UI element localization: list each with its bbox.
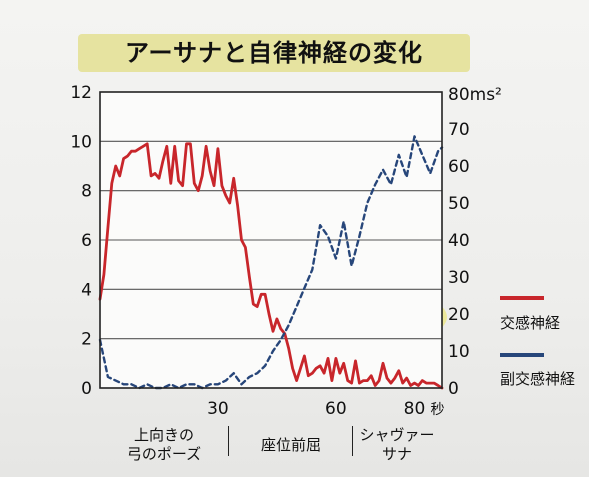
- y-right-tick-label: 30: [448, 268, 470, 288]
- x-tick-label: 60: [325, 399, 347, 419]
- phase-separator: [352, 426, 353, 456]
- y-left-tick-label: 6: [81, 231, 92, 251]
- y-left-tick-label: 2: [81, 330, 92, 350]
- legend-sympathetic-label: 交感神経: [500, 314, 561, 332]
- legend-parasympathetic-line: [500, 353, 544, 357]
- y-right-tick-label: 60: [448, 157, 470, 177]
- phase-label-line: サナ: [381, 445, 412, 463]
- phase-label-line: 座位前屈: [260, 436, 321, 454]
- title-background: [78, 34, 470, 72]
- y-left-tick-label: 10: [70, 132, 92, 152]
- legend-sympathetic-line: [500, 296, 544, 300]
- y-left-tick-label: 8: [81, 182, 92, 202]
- y-left-tick-label: 0: [81, 379, 92, 399]
- y-right-tick-label: 50: [448, 194, 470, 214]
- phase-label-upward-bow: 上向きの 弓のポーズ: [108, 426, 220, 464]
- y-left-tick-label: 12: [70, 83, 92, 103]
- y-right-tick-label: 40: [448, 231, 470, 251]
- phase-label-shavasana: シャヴァー サナ: [352, 426, 442, 464]
- phase-label-line: 上向きの: [133, 426, 194, 444]
- x-unit-label: 秒: [430, 402, 444, 418]
- phase-label-line: シャヴァー: [359, 426, 435, 444]
- phase-separator: [228, 426, 229, 456]
- legend-parasympathetic-label: 副交感神経: [500, 370, 576, 388]
- x-tick-label: 30: [207, 399, 229, 419]
- phase-label-line: 弓のポーズ: [126, 445, 202, 463]
- phase-label-seated-forward-bend: 座位前屈: [232, 436, 350, 455]
- sympathetic-series-line: [98, 142, 444, 390]
- x-tick-label: 80: [404, 399, 426, 419]
- plot-frame: [99, 91, 443, 389]
- y-left-tick-label: 4: [81, 280, 92, 300]
- y-right-tick-label: 70: [448, 120, 470, 140]
- y-right-tick-label: 20: [448, 305, 470, 325]
- y-right-tick-label: 0: [448, 379, 459, 399]
- y-right-unit-label: 80ms²: [448, 85, 502, 105]
- chart-title: アーサナと自律神経の変化: [124, 39, 424, 67]
- y-right-tick-label: 10: [448, 342, 470, 362]
